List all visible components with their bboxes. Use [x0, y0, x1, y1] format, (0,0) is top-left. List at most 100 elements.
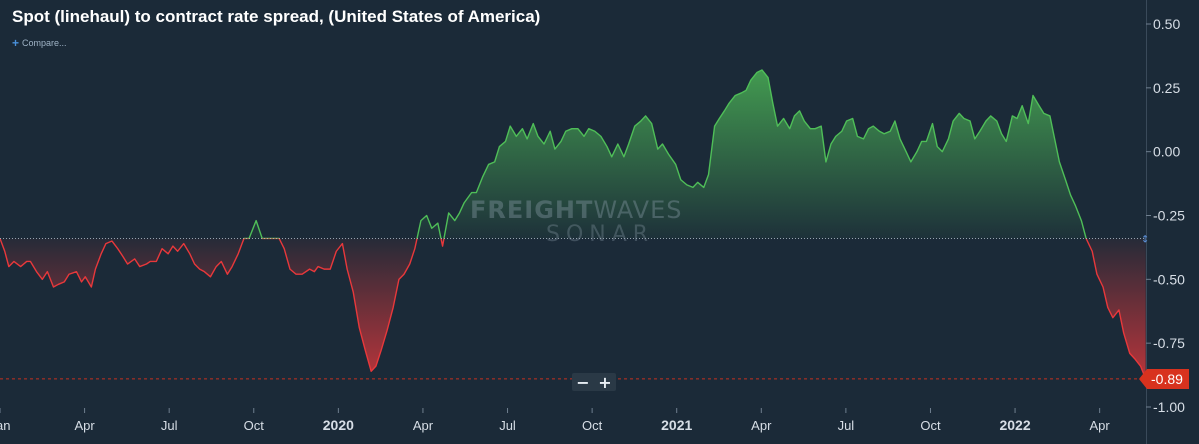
- data-point: [364, 349, 367, 352]
- data-point: [958, 112, 961, 115]
- data-point: [1031, 94, 1034, 97]
- data-point: [771, 102, 774, 105]
- data-point: [883, 132, 886, 135]
- data-point: [57, 283, 60, 286]
- data-point: [475, 191, 478, 194]
- area-above-baseline: [249, 69, 1087, 239]
- data-point: [425, 214, 428, 217]
- zoom-out-button[interactable]: −: [576, 372, 590, 392]
- data-point: [220, 260, 223, 263]
- data-point: [329, 268, 332, 271]
- data-point: [909, 160, 912, 163]
- data-point: [644, 114, 647, 117]
- data-point: [1005, 140, 1008, 143]
- zoom-in-button[interactable]: +: [598, 372, 612, 392]
- data-point: [576, 127, 579, 130]
- x-tick-label: Apr: [413, 418, 434, 433]
- watermark-sonar: SONAR: [546, 222, 655, 247]
- data-point: [104, 242, 107, 245]
- data-point: [308, 268, 311, 271]
- data-point: [430, 227, 433, 230]
- data-point: [1069, 194, 1072, 197]
- data-point: [834, 135, 837, 138]
- x-tick-label: 2022: [999, 417, 1030, 433]
- data-point: [995, 120, 998, 123]
- data-point: [947, 137, 950, 140]
- watermark-logo: FREIGHTWAVES: [470, 196, 682, 224]
- data-point: [696, 181, 699, 184]
- data-point: [978, 130, 981, 133]
- data-point: [453, 219, 456, 222]
- data-point: [1122, 331, 1125, 334]
- data-point: [1074, 204, 1077, 207]
- data-point: [94, 268, 97, 271]
- data-point: [509, 125, 512, 128]
- data-point: [667, 153, 670, 156]
- data-point: [872, 125, 875, 128]
- data-point: [515, 135, 518, 138]
- data-point: [776, 125, 779, 128]
- data-point: [346, 268, 349, 271]
- data-point: [1133, 357, 1136, 360]
- data-point: [905, 150, 908, 153]
- data-point: [458, 211, 461, 214]
- data-point: [379, 349, 382, 352]
- data-point: [824, 160, 827, 163]
- data-point: [193, 263, 196, 266]
- data-point: [358, 326, 361, 329]
- data-point: [504, 140, 507, 143]
- data-point: [323, 268, 326, 271]
- data-point: [889, 130, 892, 133]
- data-point: [171, 245, 174, 248]
- data-point: [386, 329, 389, 332]
- data-point: [521, 127, 524, 130]
- data-point: [116, 247, 119, 250]
- x-tick-label: Jul: [838, 418, 855, 433]
- data-point: [878, 130, 881, 133]
- data-point: [1000, 132, 1003, 135]
- data-point: [570, 127, 573, 130]
- data-point: [856, 135, 859, 138]
- x-tick-label: Oct: [244, 418, 265, 433]
- data-point: [1027, 122, 1030, 125]
- data-point: [231, 265, 234, 268]
- data-point: [1053, 137, 1056, 140]
- data-point: [627, 143, 630, 146]
- data-point: [851, 117, 854, 120]
- last-value-badge: -0.89: [1139, 368, 1189, 389]
- reference-lines: ↕: [0, 234, 1149, 380]
- x-tick-label: Apr: [1090, 418, 1111, 433]
- data-point: [969, 120, 972, 123]
- data-point: [35, 270, 38, 273]
- series-lines: [0, 69, 1146, 380]
- data-point: [447, 211, 450, 214]
- data-point: [12, 260, 15, 263]
- data-point: [941, 150, 944, 153]
- data-point: [723, 109, 726, 112]
- data-point: [209, 275, 212, 278]
- data-point: [1111, 316, 1114, 319]
- data-point: [1011, 114, 1014, 117]
- data-point: [493, 160, 496, 163]
- data-point: [374, 365, 377, 368]
- data-point: [288, 268, 291, 271]
- data-point: [441, 245, 444, 248]
- data-point: [182, 242, 185, 245]
- data-point: [845, 120, 848, 123]
- data-point: [436, 222, 439, 225]
- data-point: [1128, 352, 1131, 355]
- axes: 0.50 0.25 0.00 -0.25 -0.50 -0.75 -1.00 Jan Apr Ju…: [0, 16, 1185, 433]
- x-tick-label: 2020: [323, 417, 354, 433]
- data-point: [25, 260, 28, 263]
- data-point: [532, 122, 535, 125]
- data-point: [782, 117, 785, 120]
- compare-button[interactable]: + Compare...: [12, 37, 67, 49]
- data-point: [1080, 219, 1083, 222]
- data-point: [809, 127, 812, 130]
- data-point: [313, 270, 316, 273]
- y-tick-label: 0.00: [1153, 144, 1180, 160]
- data-point: [899, 137, 902, 140]
- data-point: [1021, 104, 1024, 107]
- x-tick-label: Apr: [74, 418, 95, 433]
